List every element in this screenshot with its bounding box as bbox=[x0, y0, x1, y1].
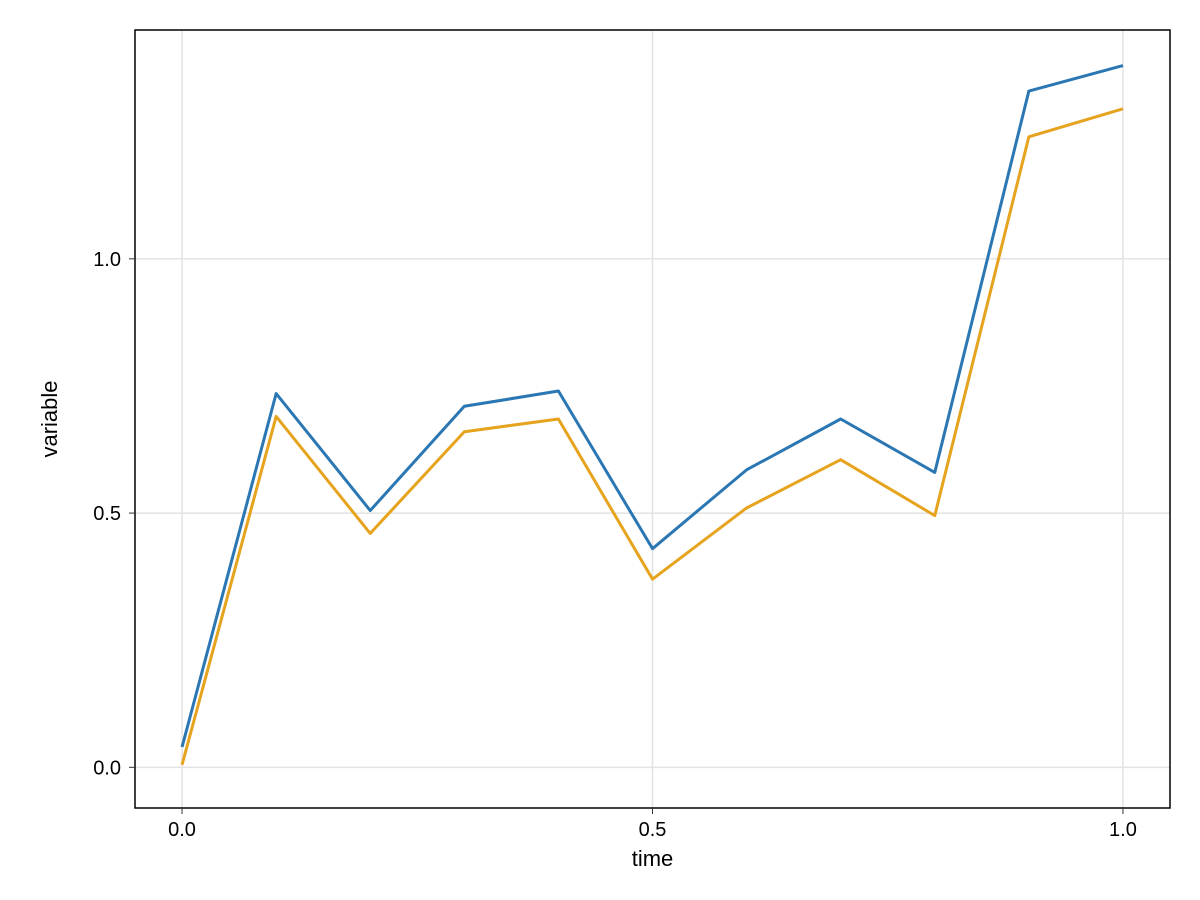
line-chart: 0.0 0.5 1.0 0.0 0.5 1.0 time variable bbox=[0, 0, 1200, 900]
y-tick-label: 0.0 bbox=[93, 757, 121, 779]
chart-svg: 0.0 0.5 1.0 0.0 0.5 1.0 time variable bbox=[0, 0, 1200, 900]
x-tick-label: 0.5 bbox=[639, 819, 667, 841]
x-tick-label: 0.0 bbox=[168, 819, 196, 841]
x-tick-label: 1.0 bbox=[1109, 819, 1137, 841]
y-tick-label: 1.0 bbox=[93, 249, 121, 271]
y-tick-label: 0.5 bbox=[93, 503, 121, 525]
y-axis-label: variable bbox=[37, 380, 62, 457]
x-axis-label: time bbox=[632, 846, 674, 871]
